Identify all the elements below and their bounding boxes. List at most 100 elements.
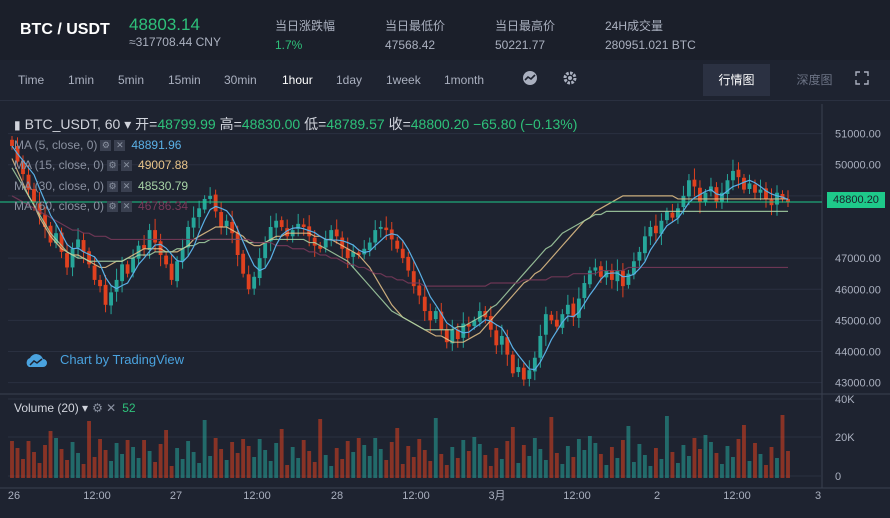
ohlc-legend: ▮ BTC_USDT, 60 ▾ 开=48799.99 高=48830.00 低=… — [14, 114, 577, 134]
ma-line — [11, 158, 788, 343]
volume-bar — [142, 440, 147, 478]
candle — [59, 232, 64, 252]
candle — [676, 208, 680, 218]
volume-bar — [70, 442, 75, 478]
volume-bar — [714, 453, 719, 478]
symbol-label[interactable]: BTC_USDT, 60 — [24, 116, 121, 132]
ma-label: MA (15, close, 0) — [14, 158, 105, 172]
volume-tick-label: 40K — [835, 394, 855, 406]
volume-settings-buttons[interactable]: ⚙ ✕ — [92, 401, 117, 415]
candle — [461, 323, 466, 338]
volume-bar — [235, 453, 240, 478]
tradingview-attribution[interactable]: Chart by TradingView — [24, 352, 184, 369]
close-icon[interactable]: ✕ — [121, 201, 133, 213]
settings-icon[interactable] — [561, 70, 579, 88]
volume-bar — [742, 425, 746, 478]
candle — [764, 188, 768, 199]
stat-label: 24H成交量 — [605, 19, 664, 33]
y-tick-label: 50000.00 — [835, 160, 881, 172]
last-price: 48803.14 — [129, 15, 200, 34]
gear-icon[interactable]: ⚙ — [107, 160, 119, 172]
volume-bar — [98, 439, 102, 478]
volume-bar — [731, 457, 735, 478]
volume-bar — [494, 448, 499, 478]
volume-bar — [263, 450, 268, 478]
x-tick-label: 26 — [8, 490, 20, 502]
candle — [373, 230, 378, 243]
gear-icon[interactable]: ⚙ — [107, 201, 119, 213]
candle — [81, 240, 86, 252]
candle — [219, 212, 224, 227]
interval-1min[interactable]: 1min — [68, 73, 95, 87]
gear-icon[interactable]: ⚙ — [100, 140, 112, 152]
volume-bar — [191, 452, 196, 478]
volume-bar — [615, 458, 620, 478]
volume-bar — [516, 463, 521, 478]
volume-bar — [32, 452, 36, 478]
volume-bar — [340, 459, 345, 478]
volume-bar — [687, 456, 691, 478]
interval-1hour[interactable]: 1hour — [282, 73, 313, 87]
high-value: 48830.00 — [241, 116, 301, 132]
volume-bar — [709, 442, 713, 478]
close-icon[interactable]: ✕ — [121, 160, 133, 172]
candle — [120, 264, 124, 282]
volume-bar — [554, 453, 559, 478]
candle — [499, 335, 504, 345]
close-value: 48800.20 — [410, 116, 470, 132]
volume-bar — [92, 457, 97, 478]
chevron-down-icon[interactable]: ▾ — [78, 401, 89, 415]
candle — [37, 203, 42, 215]
volume-bar — [290, 447, 295, 478]
volume-bar — [400, 464, 405, 478]
volume-bar — [351, 452, 356, 478]
candle — [400, 248, 405, 259]
candle — [593, 267, 598, 271]
chevron-down-icon[interactable]: ▾ — [120, 116, 136, 132]
volume-bar — [466, 451, 471, 478]
view-tab-depth[interactable]: 深度图 — [796, 73, 833, 87]
interval-5min[interactable]: 5min — [118, 73, 145, 87]
interval-1day[interactable]: 1day — [336, 73, 363, 87]
price-chart[interactable]: 51000.0050000.0049000.0047000.0046000.00… — [0, 102, 890, 518]
volume-bar — [180, 459, 185, 478]
close-icon[interactable]: ✕ — [114, 140, 126, 152]
close-label: 收= — [388, 116, 411, 132]
candle — [48, 225, 53, 243]
stat-value: 50221.77 — [495, 38, 546, 52]
gear-icon[interactable]: ⚙ — [107, 181, 119, 193]
interval-15min[interactable]: 15min — [168, 73, 201, 87]
volume-bar — [367, 456, 372, 478]
volume-bar — [307, 451, 312, 478]
y-tick-label: 43000.00 — [835, 378, 881, 390]
x-tick-label: 3 — [815, 490, 821, 502]
volume-bar — [362, 445, 367, 478]
volume-bar — [323, 455, 328, 478]
volume-bar — [21, 459, 25, 478]
interval-1month[interactable]: 1month — [444, 73, 485, 87]
low-label: 低= — [304, 116, 327, 132]
volume-bar — [389, 442, 394, 478]
candle — [208, 195, 213, 199]
candle — [488, 316, 493, 330]
volume-bar — [461, 440, 466, 478]
interval-1week[interactable]: 1week — [386, 73, 421, 87]
volume-bar — [521, 445, 526, 478]
interval-30min[interactable]: 30min — [224, 73, 257, 87]
ma-line — [11, 167, 788, 331]
volume-bar — [158, 444, 163, 478]
x-tick-label: 27 — [170, 490, 182, 502]
candle — [406, 256, 411, 271]
view-tab-chart[interactable]: 行情图 — [703, 64, 770, 96]
fullscreen-icon[interactable] — [853, 71, 871, 89]
x-tick-label: 12:00 — [563, 490, 591, 502]
close-icon[interactable]: ✕ — [121, 181, 133, 193]
ma-legend-row: MA (60, close, 0) ⚙ ✕ 46786.34 — [14, 199, 188, 213]
volume-bar — [114, 443, 119, 478]
volume-bar — [334, 448, 339, 478]
interval-time[interactable]: Time — [18, 73, 45, 87]
candle — [433, 311, 438, 320]
indicator-icon[interactable] — [521, 70, 539, 88]
candle — [191, 217, 196, 228]
volume-bar — [698, 449, 702, 478]
